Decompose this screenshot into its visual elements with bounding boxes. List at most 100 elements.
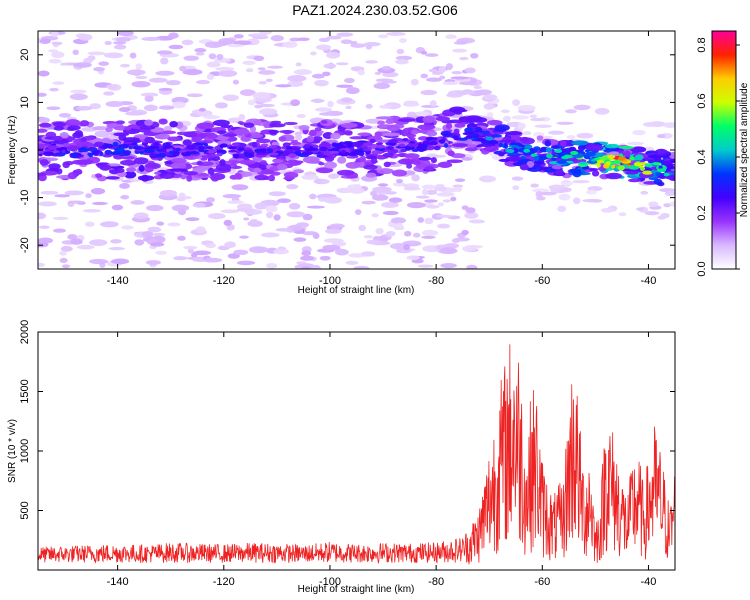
heatmap-cell: [390, 142, 396, 146]
heatmap-cell: [391, 169, 408, 177]
heatmap-cell: [590, 159, 597, 162]
heatmap-cell: [171, 204, 190, 212]
heatmap-cell: [402, 102, 420, 107]
heatmap-cell: [362, 146, 368, 151]
heatmap-cell: [78, 33, 93, 41]
x-tick-label: -60: [534, 275, 550, 287]
heatmap-cell: [94, 130, 111, 138]
heatmap-cell: [206, 197, 215, 203]
heatmap-cell: [72, 132, 84, 139]
heatmap-cell: [458, 137, 468, 141]
heatmap-cell: [400, 148, 406, 152]
heatmap-cell: [439, 75, 446, 80]
heatmap-cell: [256, 151, 268, 156]
heatmap-cell: [287, 74, 307, 82]
heatmap-cell: [386, 124, 401, 132]
heatmap-cell: [80, 146, 87, 153]
heatmap-cell: [154, 153, 167, 158]
heatmap-cell: [323, 196, 342, 204]
heatmap-cell: [576, 132, 594, 139]
heatmap-cell: [568, 146, 577, 153]
heatmap-cell: [366, 239, 382, 245]
heatmap-cell: [99, 164, 112, 171]
heatmap-cell: [195, 52, 205, 56]
heatmap-cell: [487, 119, 503, 126]
heatmap-cell: [346, 142, 353, 148]
heatmap-cell: [453, 137, 461, 141]
heatmap-cell: [144, 136, 156, 144]
heatmap-cell: [531, 153, 538, 157]
heatmap-cell: [442, 81, 459, 86]
heatmap-cell: [443, 142, 449, 149]
heatmap-cell: [642, 170, 653, 175]
heatmap-cell: [76, 244, 95, 250]
heatmap-cell: [61, 149, 66, 154]
heatmap-cell: [52, 121, 67, 127]
heatmap-cell: [155, 250, 168, 255]
heatmap-cell: [482, 133, 495, 137]
heatmap-cell: [605, 172, 622, 180]
x-tick-label: -40: [641, 576, 657, 588]
heatmap-cell: [260, 200, 272, 204]
heatmap-cell: [418, 156, 432, 161]
heatmap-cell: [252, 167, 262, 173]
heatmap-cell: [361, 251, 376, 257]
heatmap-cell: [328, 173, 340, 179]
heatmap-cell: [298, 124, 310, 131]
heatmap-cell: [377, 34, 389, 39]
heatmap-cell: [140, 92, 159, 97]
heatmap-cell: [346, 152, 359, 157]
heatmap-cell: [464, 115, 483, 123]
heatmap-cell: [554, 169, 565, 176]
heatmap-cell: [327, 100, 334, 108]
heatmap-cell: [375, 116, 394, 120]
heatmap-cell: [433, 145, 441, 151]
heatmap-cell: [181, 39, 194, 46]
heatmap-cell: [163, 125, 173, 132]
heatmap-cell: [640, 190, 649, 195]
heatmap-cell: [260, 232, 280, 238]
heatmap-cell: [75, 141, 94, 148]
heatmap-cell: [87, 146, 98, 152]
heatmap-cell: [403, 244, 411, 251]
heatmap-cell: [271, 141, 280, 147]
heatmap-cell: [596, 159, 604, 164]
heatmap-cell: [270, 171, 281, 176]
heatmap-cell: [189, 151, 199, 155]
heatmap-cell: [424, 199, 438, 203]
heatmap-cell: [169, 120, 178, 128]
heatmap-cell: [309, 193, 317, 200]
y-tick-label: 0: [19, 147, 31, 153]
heatmap-cell: [342, 130, 353, 135]
heatmap-cell: [92, 126, 109, 131]
heatmap-cell: [62, 161, 70, 169]
heatmap-cell: [233, 34, 244, 39]
heatmap-cell: [588, 167, 599, 172]
heatmap-cell: [215, 163, 232, 172]
heatmap-cell: [395, 55, 413, 61]
heatmap-cell: [461, 229, 469, 236]
heatmap-cell: [566, 135, 576, 139]
colorbar: 0.0 0.2 0.4 0.6 0.8 Normalized spectral ampl…: [696, 30, 750, 277]
heatmap-cell: [159, 189, 178, 197]
heatmap-cell: [410, 129, 419, 135]
heatmap-cell: [451, 238, 461, 244]
heatmap-cell: [451, 71, 463, 75]
heatmap-cell: [222, 193, 242, 199]
snr-y-label: SNR (10 * v/v): [7, 419, 18, 483]
heatmap-cell: [67, 233, 78, 240]
heatmap-cell: [258, 70, 276, 75]
heatmap-cell: [557, 160, 567, 165]
heatmap-cell: [38, 212, 47, 220]
colorbar-tick-label: 0.2: [696, 205, 708, 220]
heatmap-cell: [420, 104, 440, 108]
heatmap-cell: [626, 141, 644, 146]
heatmap-cell: [365, 155, 377, 160]
heatmap-cell: [197, 173, 210, 177]
heatmap-cell: [390, 217, 406, 224]
colorbar-tick-label: 0.4: [696, 149, 708, 164]
heatmap-cell: [499, 139, 517, 143]
heatmap-cell: [38, 201, 57, 207]
heatmap-cell: [533, 146, 541, 151]
heatmap-cell: [365, 172, 377, 178]
